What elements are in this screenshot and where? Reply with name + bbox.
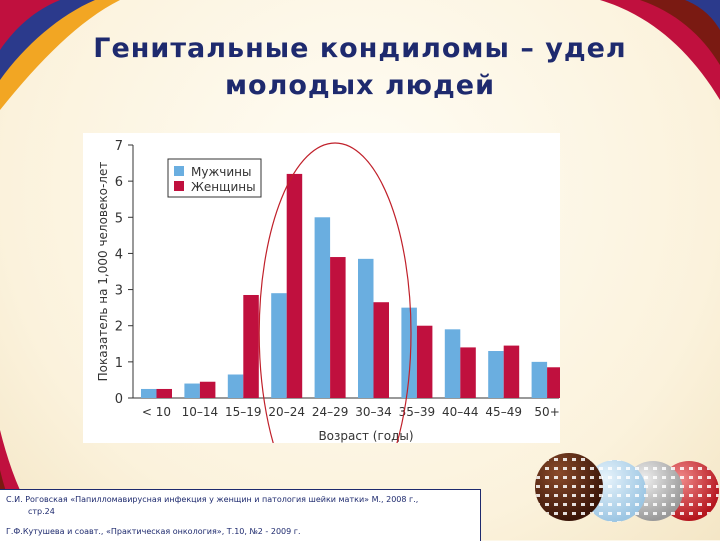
legend-label: Женщины	[191, 180, 256, 194]
bar-women	[460, 347, 476, 398]
x-axis-title: Возраст (годы)	[318, 429, 413, 443]
bar-women	[330, 257, 346, 398]
x-tick-label: 50+	[534, 405, 559, 419]
source-line-3: Г.Ф.Кутушева и соавт., «Практическая онк…	[6, 527, 301, 536]
bar-women	[373, 302, 389, 398]
title-line-2: молодых людей	[224, 70, 496, 101]
bar-men	[444, 329, 461, 398]
x-tick-label: 15–19	[225, 405, 262, 419]
x-tick-label: 45–49	[485, 405, 522, 419]
bar-women	[199, 381, 216, 398]
x-tick-label: 40–44	[442, 405, 479, 419]
bar-women	[547, 367, 560, 398]
bar-men	[227, 374, 244, 398]
bar-women	[156, 388, 172, 398]
bar-men	[358, 258, 374, 398]
x-tick-label: 10–14	[182, 405, 219, 419]
decorative-balls	[535, 453, 719, 522]
y-tick-label: 0	[115, 392, 123, 407]
y-tick-label: 1	[115, 356, 123, 371]
y-tick-label: 4	[115, 247, 123, 262]
bar-men	[141, 388, 157, 398]
source-line-2: стр.24	[28, 507, 55, 516]
bar-women	[503, 345, 520, 398]
y-tick-label: 6	[115, 175, 123, 190]
bar-men	[271, 293, 287, 398]
bar-men	[314, 217, 331, 398]
x-tick-label: 20–24	[268, 405, 305, 419]
x-tick-label: 30–34	[355, 405, 392, 419]
bar-women	[243, 294, 259, 398]
slide-title: Генитальные кондиломы – удел молодых люд…	[40, 30, 680, 104]
y-tick-label: 5	[115, 211, 123, 226]
sources-box: С.И. Роговская «Папилломавирусная инфекц…	[0, 489, 481, 541]
highlight-ellipse	[258, 142, 412, 443]
bar-women	[416, 325, 433, 398]
source-line-1: С.И. Роговская «Папилломавирусная инфекц…	[6, 495, 419, 504]
bar-men	[184, 383, 200, 398]
legend-swatch	[174, 166, 184, 176]
bar-women	[286, 173, 303, 398]
x-tick-label: 24–29	[312, 405, 349, 419]
legend-label: Мужчины	[191, 165, 251, 179]
bar-men	[488, 351, 504, 398]
bar-men	[531, 361, 548, 398]
y-tick-label: 2	[115, 320, 123, 335]
x-tick-label: < 10	[142, 405, 171, 419]
bar-chart: 0 1 2 3 4 5 6 7 Показатель на 1,000 человеко-лет…	[96, 139, 560, 443]
legend-swatch	[174, 181, 184, 191]
bar-men	[401, 307, 417, 398]
x-tick-label: 35–39	[399, 405, 436, 419]
y-tick-label: 3	[115, 284, 123, 299]
y-tick-label: 7	[115, 139, 123, 154]
title-line-1: Генитальные кондиломы – удел	[93, 33, 627, 64]
y-axis-title: Показатель на 1,000 человеко-лет	[96, 162, 110, 382]
